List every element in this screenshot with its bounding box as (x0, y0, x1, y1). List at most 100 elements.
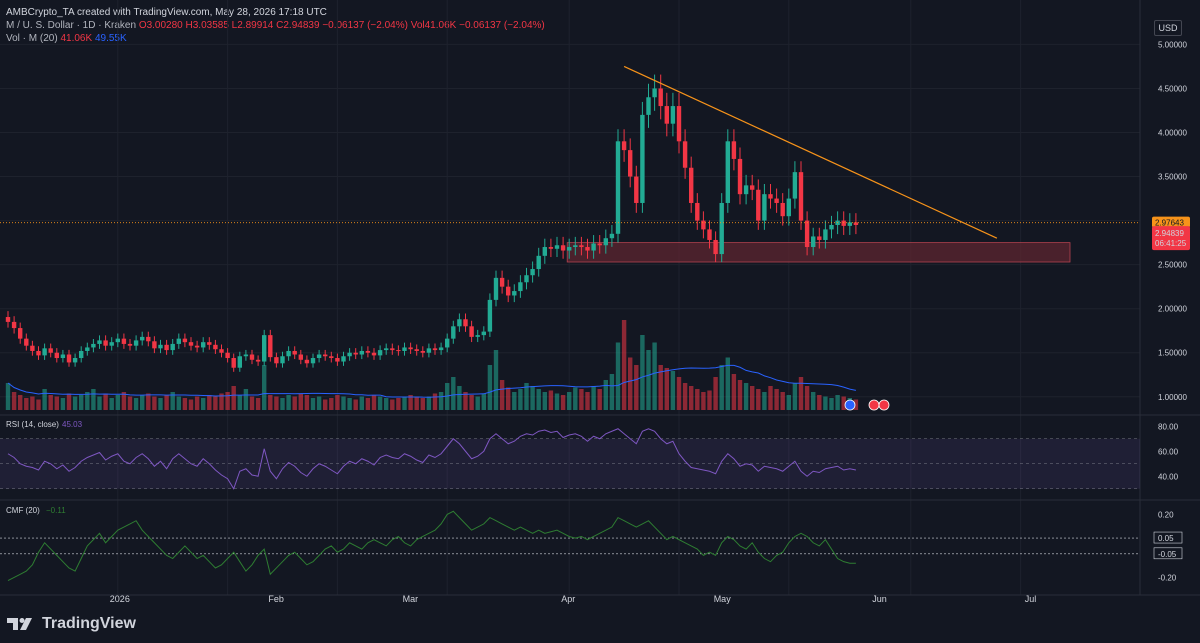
volume-bar (146, 393, 151, 410)
candle-body (292, 350, 297, 355)
volume-bar (347, 398, 352, 410)
volume-bar (597, 389, 602, 410)
candle-body (262, 335, 267, 362)
volume-ma-path (7, 364, 857, 398)
candle-body (841, 220, 846, 226)
volume-bar (194, 396, 200, 410)
volume-bar (85, 392, 90, 410)
candle-body (823, 229, 828, 240)
volume-bar (750, 386, 755, 410)
candle-body (853, 222, 859, 225)
candle-body (72, 358, 78, 363)
volume-bar (451, 377, 456, 410)
volume-bar (445, 383, 450, 410)
volume-bar (621, 320, 627, 410)
candle-body (756, 189, 761, 221)
volume-bar (506, 387, 511, 410)
candle-body (768, 194, 773, 199)
candle-body (652, 88, 657, 98)
volume-label[interactable]: Vol · M (20) (6, 33, 58, 44)
volume-bar (542, 392, 547, 410)
rsi-tick-label: 40.00 (1158, 472, 1179, 481)
candle-body (786, 198, 791, 217)
volume-bar (243, 389, 249, 410)
tradingview-logo: TradingView (6, 615, 136, 633)
volume-bar (536, 389, 541, 410)
price-change: −0.06137 (−2.04%) (322, 20, 408, 31)
candle-body (286, 350, 291, 357)
candle-body (97, 340, 102, 344)
volume-bar (353, 399, 358, 410)
last-price-tag (1152, 226, 1190, 251)
volume-bar (158, 398, 163, 410)
candle-body (774, 198, 779, 203)
candle-body (298, 354, 303, 360)
candle-body (737, 158, 743, 195)
event-flag-icon (844, 399, 856, 411)
volume-bar (152, 396, 157, 410)
rsi-line (7, 428, 857, 490)
volume-bar (121, 392, 127, 410)
volume-bar (829, 398, 834, 410)
volume-bar (48, 395, 53, 410)
volume-bar (341, 396, 346, 410)
candle-body (140, 336, 145, 341)
candle-body (127, 343, 133, 346)
candle-body (36, 350, 41, 356)
volume-bar (634, 365, 639, 410)
volume-bar (402, 396, 407, 410)
symbol-row: M / U. S. Dollar · 1D · Kraken O3.00280 … (6, 19, 545, 32)
volume-bar (54, 396, 59, 410)
candle-body (493, 277, 499, 300)
cmf-tick-label: -0.20 (1158, 573, 1177, 582)
price-tick-label: 2.50000 (1158, 261, 1187, 270)
volume-bar (335, 395, 340, 410)
volume-bar (548, 390, 554, 410)
volume-bar (585, 392, 590, 410)
candle-body (115, 338, 120, 343)
candle-body (66, 354, 72, 363)
currency-button[interactable]: USD (1154, 20, 1182, 36)
volume-bar (182, 398, 188, 410)
volume-bar (689, 386, 694, 410)
price-tick-label: 2.00000 (1158, 305, 1187, 314)
candle-body (658, 88, 663, 107)
volume-bar (774, 389, 779, 410)
volume-bar (469, 395, 474, 410)
price-tick-label: 3.50000 (1158, 173, 1187, 182)
candle-body (323, 354, 328, 357)
candle-body (701, 220, 706, 230)
volume-bar (823, 396, 828, 410)
candle-body (621, 141, 627, 151)
candle-body (11, 321, 17, 329)
candle-body (219, 349, 224, 353)
indicator-labels: RSI (14, close) 45.03 CMF (20) −0.11 (6, 399, 890, 515)
volume-bar (323, 399, 328, 410)
candle-body (792, 172, 798, 199)
date-tick-label: Apr (561, 594, 575, 604)
cmf-tick-label: -0.05 (1158, 550, 1177, 559)
candle-body (780, 202, 785, 217)
volume-bar (201, 398, 206, 410)
volume-bar (164, 395, 169, 410)
volume-bar (457, 386, 462, 410)
volume-bar (36, 399, 41, 410)
cmf-level-tag (1153, 531, 1183, 544)
volume-bar (140, 395, 145, 410)
volume-bar (743, 383, 749, 410)
cmf-tick-label: 0.20 (1158, 510, 1174, 519)
volume-bar (274, 396, 279, 410)
candle-body (414, 349, 419, 351)
volume-bar (280, 398, 285, 410)
volume-bar (426, 396, 432, 410)
volume-bar (432, 393, 438, 410)
candle-body (554, 245, 560, 249)
candle-body (329, 356, 334, 359)
volume-bar (24, 398, 29, 410)
symbol-label[interactable]: M / U. S. Dollar · 1D · Kraken (6, 20, 137, 31)
candle-body (280, 356, 285, 364)
volume-bar (286, 395, 291, 410)
candle-body (664, 106, 669, 124)
candle-body (804, 220, 810, 248)
